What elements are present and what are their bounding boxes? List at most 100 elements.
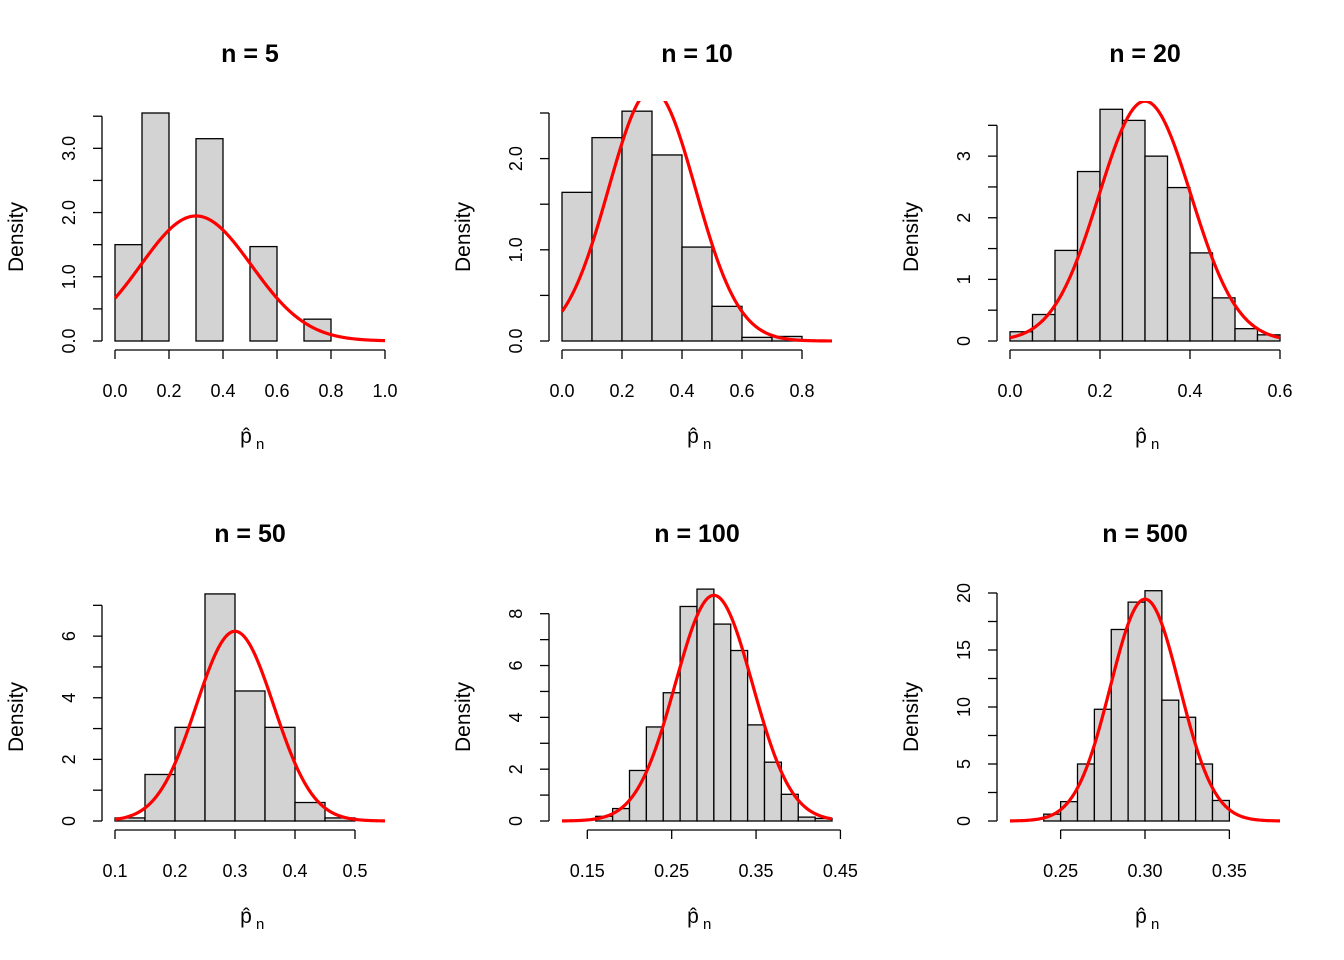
y-tick-label: 1.0 <box>506 237 526 262</box>
histogram-bar <box>1211 297 1236 342</box>
histogram-bar <box>1076 170 1101 342</box>
y-axis-label: Density <box>900 201 923 272</box>
histogram-bar <box>780 793 799 822</box>
histogram-bar <box>195 138 224 342</box>
panel-title: n = 50 <box>214 520 286 548</box>
histogram-bar <box>730 649 749 822</box>
y-axis-label: Density <box>452 681 475 752</box>
x-tick-label: 0.4 <box>1177 381 1202 401</box>
x-tick-label: 0.15 <box>570 861 605 881</box>
normal-density-curve <box>1009 597 1281 823</box>
x-tick-label: 0.2 <box>1087 381 1112 401</box>
histogram-panel: 0.25 0.30 0.35 0 5 10 15 20 n = 500 Density p̂ n <box>900 520 1281 933</box>
x-tick-label: 0.0 <box>102 381 127 401</box>
x-axis-label: p̂ <box>687 425 699 448</box>
y-tick-label: 1.0 <box>59 264 79 289</box>
x-tick-label: 0.0 <box>997 381 1022 401</box>
y-tick-label: 1 <box>954 274 974 284</box>
y-tick-label: 5 <box>954 759 974 769</box>
normal-density-curve <box>1009 101 1281 340</box>
histogram-bar <box>1110 628 1129 822</box>
x-tick-label: 0.0 <box>549 381 574 401</box>
histogram-panel: 0.0 0.2 0.4 0.6 0.8 0.0 1.0 2.0 n = 10 Density p̂ n <box>452 40 833 453</box>
x-tick-label: 0.4 <box>210 381 235 401</box>
histogram-bar <box>1234 328 1259 342</box>
y-tick-label: 3 <box>954 151 974 161</box>
histogram-bar <box>651 154 683 342</box>
y-tick-label: 6 <box>59 631 79 641</box>
y-tick-label: 0 <box>59 816 79 826</box>
x-tick-label: 0.30 <box>1127 861 1162 881</box>
x-axis-label-subscript: n <box>703 436 711 453</box>
y-tick-label: 3.0 <box>59 136 79 161</box>
x-tick-label: 0.6 <box>264 381 289 401</box>
histogram-bar <box>1093 708 1112 822</box>
y-tick-label: 0 <box>954 336 974 346</box>
histogram-bar <box>1059 800 1079 822</box>
x-tick-label: 0.8 <box>318 381 343 401</box>
histogram-bar <box>681 246 713 342</box>
y-tick-label: 0.0 <box>59 328 79 353</box>
histogram-bar <box>1099 108 1124 342</box>
histogram-bar <box>1144 590 1163 822</box>
histogram-bar <box>294 801 326 822</box>
x-tick-label: 0.1 <box>102 861 127 881</box>
x-tick-label: 0.25 <box>1043 861 1078 881</box>
normal-density-curve <box>561 593 833 823</box>
x-axis-label: p̂ <box>1135 425 1147 448</box>
histogram-bar <box>234 690 266 822</box>
histogram-bar <box>797 816 816 822</box>
x-tick-label: 0.35 <box>739 861 774 881</box>
histogram-bar <box>621 110 653 342</box>
x-tick-label: 0.6 <box>729 381 754 401</box>
panel-title: n = 100 <box>654 520 739 548</box>
histogram-bar <box>561 191 593 342</box>
histogram-bar <box>711 305 743 342</box>
y-axis-label: Density <box>900 681 923 752</box>
x-tick-label: 0.35 <box>1212 861 1247 881</box>
x-tick-label: 0.2 <box>162 861 187 881</box>
y-tick-label: 10 <box>954 697 974 717</box>
y-tick-label: 2 <box>506 764 526 774</box>
y-tick-label: 15 <box>954 640 974 660</box>
x-tick-label: 0.4 <box>282 861 307 881</box>
x-axis-label-subscript: n <box>703 916 711 933</box>
histogram-panel: 0.1 0.2 0.3 0.4 0.5 0 2 4 6 n = 50 Density p̂ n <box>5 520 386 933</box>
histogram-bar <box>1127 601 1146 822</box>
y-tick-label: 4 <box>506 712 526 722</box>
histogram-bar <box>141 112 170 342</box>
x-tick-label: 0.45 <box>823 861 858 881</box>
x-axis-label: p̂ <box>240 905 252 928</box>
histogram-bar <box>741 336 773 342</box>
y-axis-label: Density <box>452 201 475 272</box>
x-tick-label: 0.6 <box>1267 381 1292 401</box>
y-axis-label: Density <box>5 201 28 272</box>
histogram-bar <box>763 761 783 822</box>
y-tick-label: 2 <box>954 213 974 223</box>
y-tick-label: 0 <box>506 816 526 826</box>
y-tick-label: 2.0 <box>59 200 79 225</box>
histogram-bar <box>591 136 623 342</box>
histogram-bar <box>645 726 664 822</box>
x-axis-label-subscript: n <box>1151 916 1159 933</box>
histogram-bar <box>174 726 206 822</box>
histogram-panel: 0.15 0.25 0.35 0.45 0 2 4 6 8 n = 100 Density p̂ n <box>452 520 858 933</box>
histogram-bar <box>1144 155 1169 342</box>
histogram-bar <box>264 726 296 822</box>
y-tick-label: 4 <box>59 693 79 703</box>
y-axis-label: Density <box>5 681 28 752</box>
x-tick-label: 0.3 <box>222 861 247 881</box>
histogram-bar <box>746 724 766 822</box>
histogram-panel: 0.0 0.2 0.4 0.6 0.8 1.0 0.0 1.0 2.0 3.0 n = 5 Densi… <box>5 40 398 453</box>
histogram-bar <box>1166 186 1191 342</box>
histogram-bar <box>144 773 176 822</box>
x-tick-label: 0.2 <box>156 381 181 401</box>
y-tick-label: 2 <box>59 754 79 764</box>
y-tick-label: 2.0 <box>506 146 526 171</box>
panel-title: n = 10 <box>661 40 733 68</box>
histogram-bar <box>1189 252 1214 342</box>
x-tick-label: 0.25 <box>654 861 689 881</box>
x-axis-label: p̂ <box>240 425 252 448</box>
x-axis-label-subscript: n <box>1151 436 1159 453</box>
